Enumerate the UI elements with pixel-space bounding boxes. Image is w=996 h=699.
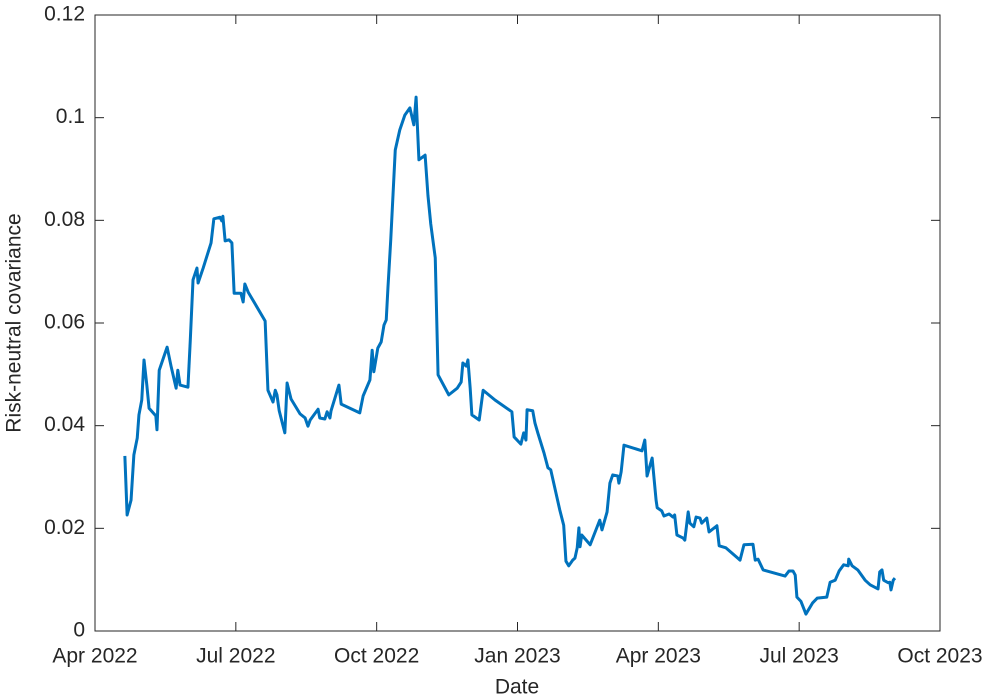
y-tick-label: 0.04 — [44, 413, 85, 436]
x-tick-label: Jul 2022 — [196, 645, 275, 668]
y-tick-label: 0.08 — [44, 208, 85, 231]
x-tick-label: Apr 2023 — [616, 645, 701, 668]
x-tick-label: Jul 2023 — [759, 645, 838, 668]
y-tick-label: 0.1 — [56, 105, 85, 128]
plot-frame — [94, 14, 941, 632]
x-tick-label: Apr 2022 — [52, 645, 137, 668]
y-axis-label: Risk-neutral covariance — [3, 213, 26, 432]
x-tick-label: Oct 2023 — [897, 645, 982, 668]
data-line — [123, 95, 897, 616]
x-tick-label: Oct 2022 — [334, 645, 419, 668]
x-axis-label: Date — [495, 676, 539, 699]
y-tick-label: 0.12 — [44, 3, 85, 26]
x-tick-label: Jan 2023 — [474, 645, 560, 668]
y-tick-label: 0.06 — [44, 311, 85, 334]
y-tick-label: 0 — [73, 619, 85, 642]
y-tick-label: 0.02 — [44, 516, 85, 539]
